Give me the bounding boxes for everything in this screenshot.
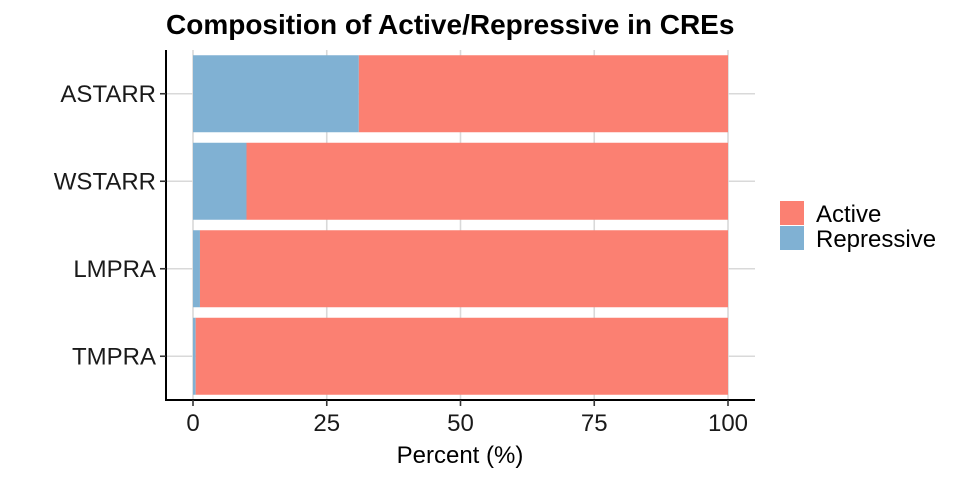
- bar-lmpra-active: [199, 230, 728, 308]
- x-axis-title: Percent (%): [397, 442, 524, 469]
- legend-label-repressive: Repressive: [816, 226, 936, 253]
- x-tick-label-100: 100: [708, 410, 748, 437]
- chart-title: Composition of Active/Repressive in CREs: [166, 9, 734, 40]
- bars: [193, 55, 729, 395]
- category-label-tmpra: TMPRA: [72, 343, 156, 370]
- x-tick-labels: 0 25 50 75 100: [186, 410, 748, 437]
- category-label-lmpra: LMPRA: [73, 256, 156, 283]
- bar-wstarr-active: [246, 142, 728, 220]
- bar-tmpra-repressive: [193, 317, 196, 395]
- category-label-astarr: ASTARR: [60, 81, 156, 108]
- bar-astarr-active: [358, 55, 728, 133]
- bar-wstarr-repressive: [193, 142, 247, 220]
- x-tick-label-25: 25: [313, 410, 340, 437]
- x-tick-label-75: 75: [581, 410, 608, 437]
- axes: [160, 50, 755, 406]
- bar-lmpra-repressive: [193, 230, 200, 308]
- legend-key-repressive: [780, 226, 804, 250]
- x-tick-label-50: 50: [447, 410, 474, 437]
- legend-key-active: [780, 201, 804, 225]
- x-tick-label-0: 0: [186, 410, 199, 437]
- category-labels: ASTARR WSTARR LMPRA TMPRA: [54, 81, 156, 371]
- bar-astarr-repressive: [193, 55, 359, 133]
- category-label-wstarr: WSTARR: [54, 168, 156, 195]
- bar-tmpra-active: [195, 317, 729, 395]
- legend-label-active: Active: [816, 201, 881, 228]
